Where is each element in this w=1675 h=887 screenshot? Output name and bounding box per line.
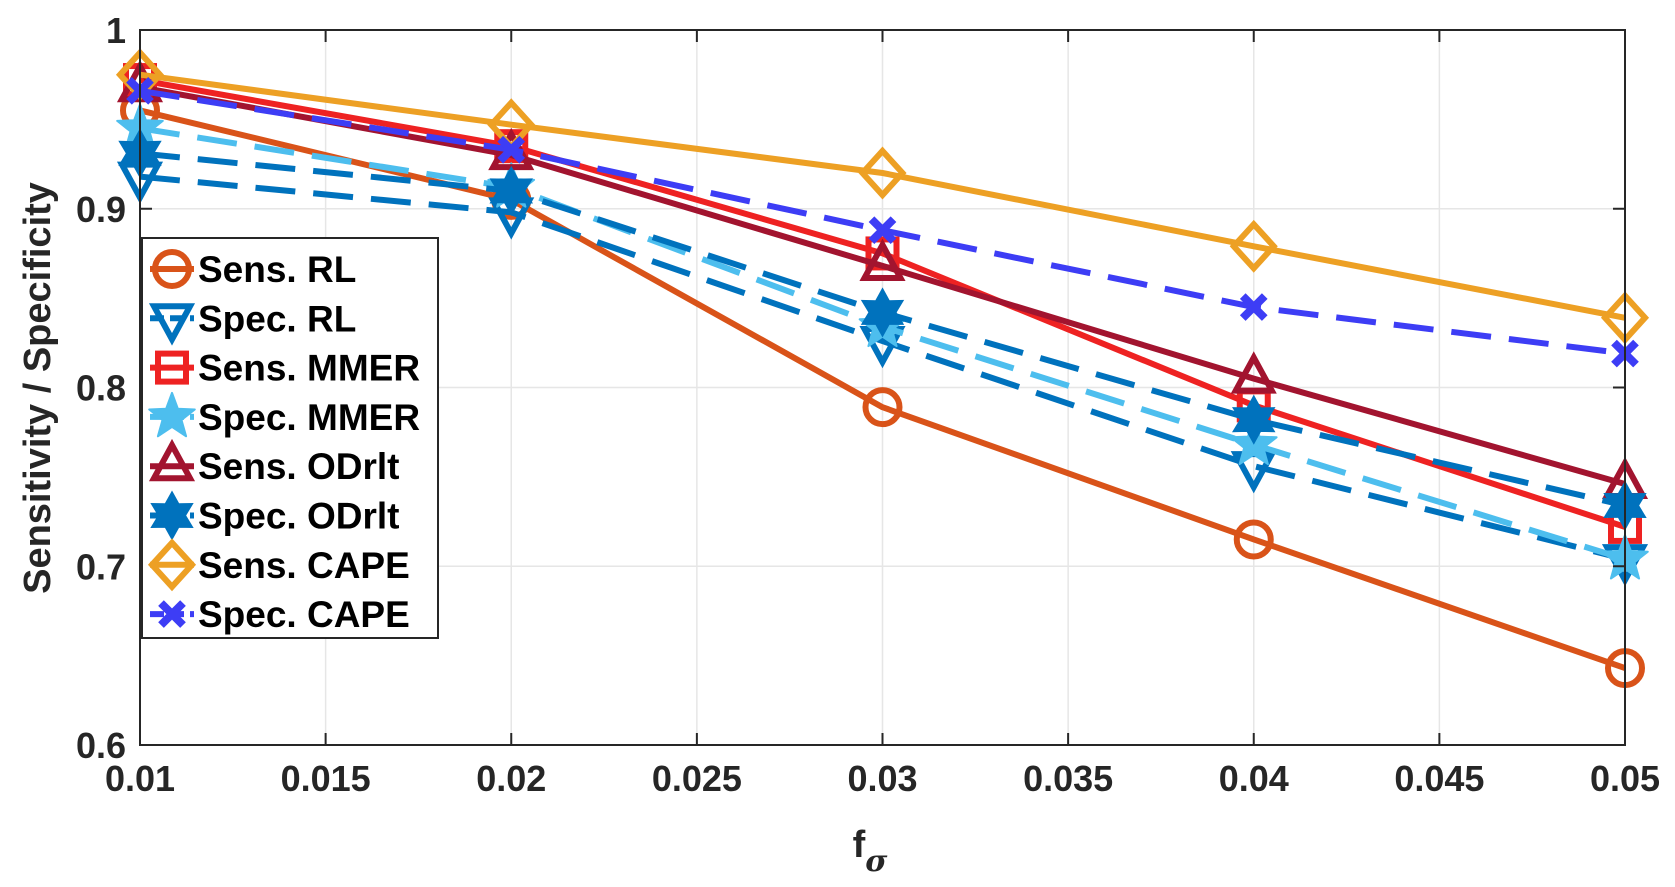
legend-label: Spec. ODrlt bbox=[198, 496, 400, 537]
legend-label: Spec. CAPE bbox=[198, 594, 410, 635]
legend-label: Spec. RL bbox=[198, 298, 356, 339]
legend-marker bbox=[155, 350, 189, 385]
legend-marker bbox=[158, 600, 186, 628]
x-tick-label: 0.02 bbox=[476, 758, 546, 799]
series-line bbox=[139, 173, 1626, 563]
data-point bbox=[862, 387, 903, 428]
y-tick-label: 0.7 bbox=[76, 546, 126, 587]
series-line bbox=[139, 71, 1626, 321]
y-tick-label: 1 bbox=[106, 10, 126, 51]
legend-label: Sens. CAPE bbox=[198, 545, 410, 586]
data-point bbox=[1239, 293, 1268, 321]
data-point bbox=[1230, 351, 1277, 394]
x-tick-label: 0.04 bbox=[1219, 758, 1289, 799]
data-point bbox=[1233, 519, 1274, 560]
x-tick-label: 0.045 bbox=[1394, 758, 1484, 799]
y-tick-label: 0.8 bbox=[76, 368, 126, 409]
x-axis-label-main: f bbox=[853, 824, 866, 866]
series-layer bbox=[115, 48, 1650, 689]
x-axis-label: fσ bbox=[853, 824, 889, 879]
data-point bbox=[858, 146, 907, 200]
x-tick-label: 0.05 bbox=[1590, 758, 1660, 799]
legend-marker bbox=[147, 538, 197, 592]
legend-label: Sens. RL bbox=[198, 249, 356, 290]
axis-ticks: 0.01 0.015 0.02 0.025 0.03 0.035 0.04 0.045 0.05… bbox=[76, 10, 1660, 799]
x-tick-label: 0.03 bbox=[847, 758, 917, 799]
x-tick-label: 0.025 bbox=[652, 758, 742, 799]
data-point bbox=[1231, 394, 1276, 445]
x-tick-label: 0.035 bbox=[1023, 758, 1113, 799]
data-point bbox=[497, 135, 526, 164]
y-tick-label: 0.9 bbox=[76, 189, 126, 230]
data-point bbox=[868, 216, 897, 245]
x-tick-label: 0.015 bbox=[281, 758, 371, 799]
y-axis-label: Sensitivity / Specificity bbox=[17, 182, 59, 594]
data-point bbox=[860, 287, 905, 338]
legend[interactable]: Sens. RL Spec. RL Sens. MMER Spec. MMER Sens… bbox=[141, 237, 439, 639]
legend-label: Sens. ODrlt bbox=[198, 446, 400, 487]
data-point bbox=[489, 165, 533, 216]
legend-label: Spec. MMER bbox=[198, 397, 420, 438]
legend-marker bbox=[148, 391, 196, 438]
legend-label: Sens. MMER bbox=[198, 348, 420, 389]
legend-marker bbox=[148, 438, 196, 482]
legend-marker bbox=[152, 249, 192, 289]
x-axis-label-subscript: σ bbox=[865, 844, 888, 879]
y-tick-label: 0.6 bbox=[76, 725, 126, 766]
data-point bbox=[859, 238, 906, 281]
x-tick-label: 0.01 bbox=[105, 758, 175, 799]
data-point bbox=[1229, 219, 1278, 273]
legend-marker bbox=[148, 303, 196, 346]
